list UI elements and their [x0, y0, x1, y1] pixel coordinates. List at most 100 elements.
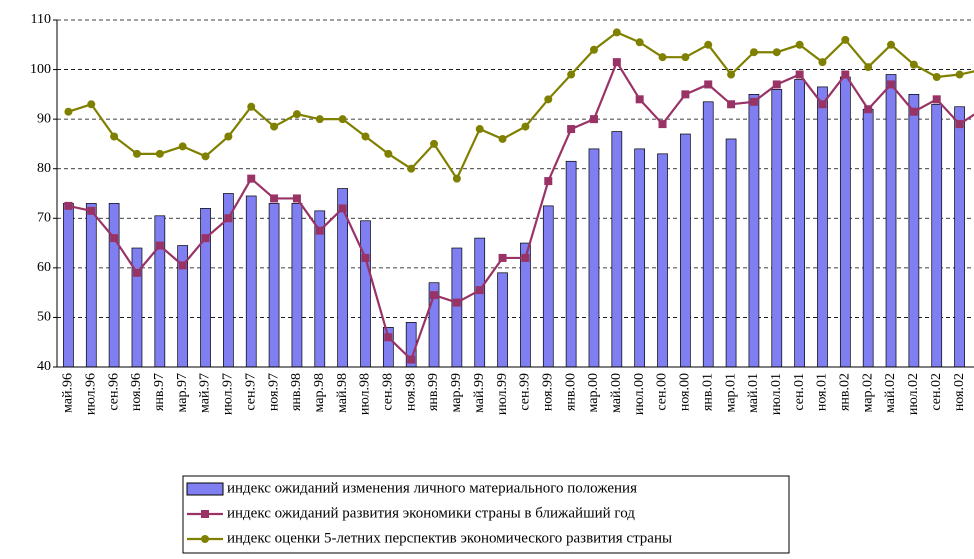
- x-tick-label: мар.02: [860, 373, 875, 412]
- marker: [795, 40, 804, 49]
- x-tick-label: сен.02: [929, 373, 944, 411]
- bar: [954, 106, 965, 368]
- marker: [909, 107, 918, 116]
- x-tick-label: сен.01: [792, 373, 807, 411]
- marker: [955, 70, 964, 79]
- marker: [635, 95, 644, 104]
- x-tick-label: сен.00: [655, 373, 670, 411]
- marker: [589, 115, 598, 124]
- marker: [338, 115, 347, 124]
- marker: [887, 80, 896, 89]
- x-tick-label: ноя.00: [678, 373, 693, 411]
- marker: [658, 53, 667, 62]
- bar: [839, 76, 851, 368]
- y-tick-label: 100: [30, 62, 51, 77]
- x-tick-label: ноя.02: [952, 373, 967, 411]
- legend-box: [182, 475, 790, 554]
- marker: [430, 139, 439, 148]
- marker: [87, 100, 96, 109]
- legend-label: индекс оценки 5-летних перспектив эконом…: [227, 530, 672, 546]
- marker: [521, 253, 530, 262]
- x-tick-label: ноя.01: [815, 373, 830, 411]
- marker: [338, 204, 347, 213]
- legend-marker: [201, 510, 209, 518]
- bar: [680, 133, 691, 368]
- x-tick-label: мар.00: [586, 373, 601, 412]
- marker: [270, 122, 279, 131]
- x-tick-label: ноя.98: [403, 373, 418, 411]
- bar: [200, 208, 211, 368]
- x-tick-label: сен.97: [243, 373, 258, 411]
- x-tick-label: июл.98: [358, 373, 373, 415]
- x-tick-label: июл.96: [83, 373, 98, 415]
- marker: [407, 355, 416, 364]
- marker: [681, 90, 690, 99]
- marker: [178, 142, 187, 151]
- marker: [87, 206, 96, 215]
- x-tick-label: сен.96: [106, 373, 121, 411]
- marker: [841, 70, 850, 79]
- x-tick-label: май.97: [198, 373, 213, 413]
- marker: [270, 194, 279, 203]
- marker: [247, 174, 256, 183]
- bar: [542, 205, 554, 368]
- legend-label: индекс ожиданий изменения личного матери…: [227, 480, 637, 496]
- bar: [291, 203, 303, 368]
- marker: [681, 53, 690, 62]
- marker: [292, 194, 301, 203]
- x-tick-label: ноя.97: [266, 373, 281, 411]
- y-tick-label: 40: [37, 359, 51, 374]
- marker: [132, 268, 141, 277]
- marker: [704, 40, 713, 49]
- marker: [247, 102, 256, 111]
- marker: [544, 177, 553, 186]
- y-tick-label: 50: [37, 310, 51, 325]
- marker: [772, 80, 781, 89]
- x-tick-label: янв.98: [289, 373, 304, 411]
- y-tick-label: 60: [37, 260, 51, 275]
- x-tick-label: янв.02: [838, 373, 853, 411]
- marker: [475, 125, 484, 134]
- marker: [110, 132, 119, 141]
- bar: [588, 148, 600, 368]
- marker: [864, 105, 873, 114]
- marker: [841, 35, 850, 44]
- marker: [452, 174, 461, 183]
- marker: [864, 63, 873, 72]
- bar: [702, 101, 714, 368]
- bar: [817, 86, 828, 368]
- bar: [451, 247, 463, 368]
- marker: [178, 261, 187, 270]
- x-tick-label: июл.01: [769, 373, 784, 415]
- marker: [612, 58, 621, 67]
- marker: [452, 298, 461, 307]
- y-tick-label: 90: [37, 111, 51, 126]
- x-tick-label: май.99: [472, 373, 487, 413]
- marker: [727, 100, 736, 109]
- marker: [749, 97, 758, 106]
- marker: [361, 132, 370, 141]
- marker: [384, 149, 393, 158]
- bar: [931, 103, 943, 368]
- x-tick-label: май.00: [609, 373, 624, 413]
- marker: [110, 234, 119, 243]
- marker: [384, 333, 393, 342]
- marker: [567, 70, 576, 79]
- marker: [64, 107, 73, 116]
- marker: [201, 234, 210, 243]
- bar: [245, 195, 257, 368]
- bar: [497, 272, 508, 368]
- marker: [155, 149, 164, 158]
- marker: [909, 60, 918, 69]
- marker: [315, 226, 324, 235]
- marker: [658, 120, 667, 129]
- x-tick-label: июл.02: [906, 373, 921, 415]
- marker: [64, 201, 73, 210]
- marker: [818, 100, 827, 109]
- bar: [108, 203, 120, 368]
- x-tick-label: май.02: [883, 373, 898, 413]
- bar: [154, 215, 166, 368]
- y-tick-label: 80: [37, 161, 51, 176]
- marker: [224, 132, 233, 141]
- marker: [315, 115, 324, 124]
